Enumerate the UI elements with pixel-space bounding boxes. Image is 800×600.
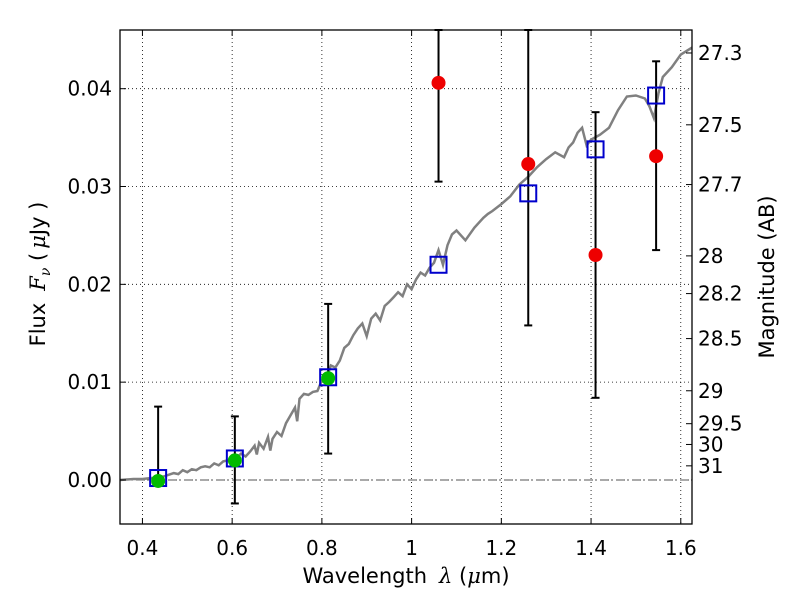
y-axis-label-text: Flux — [26, 303, 50, 347]
axis-ticks: 0.4 0.6 0.8 1 1.2 1.4 1.6 0.00 0.01 0.02 0.03 0.04 2… — [67, 30, 743, 560]
model-square-marker — [319, 368, 338, 387]
mag-tick-label: 27.7 — [698, 173, 743, 197]
red-data-point — [649, 149, 664, 164]
model-square-marker — [586, 140, 605, 159]
x-tick-label: 1.4 — [575, 536, 607, 560]
x-tick-label: 1.6 — [665, 536, 697, 560]
data-markers — [149, 75, 666, 488]
x-tick-label: 0.4 — [127, 536, 159, 560]
mag-tick-label: 29 — [698, 379, 723, 403]
red-data-point — [588, 247, 603, 262]
plot-area — [120, 30, 692, 524]
y-axis-unit-mu: μ — [26, 235, 50, 249]
x-axis-label: Wavelength λ (μm) — [302, 564, 509, 588]
svg-text:FluxFν (μJy ): Flux Fν ( μJy ) — [26, 202, 54, 347]
y-axis-unit-rest: Jy ) — [26, 202, 50, 238]
mag-tick-label: 28.2 — [698, 282, 743, 306]
x-tick-label: 1.2 — [485, 536, 517, 560]
y-axis-flux-subscript: ν — [38, 267, 54, 276]
mag-tick-label: 31 — [698, 454, 723, 478]
mag-tick-label: 28.5 — [698, 327, 743, 351]
plot-frame — [119, 29, 693, 525]
model-square-marker — [647, 86, 666, 105]
mag-tick-label: 27.5 — [698, 113, 743, 137]
x-axis-lambda-symbol: λ — [438, 564, 452, 588]
y-axis-flux-symbol: F — [26, 275, 50, 292]
template-spectrum-line — [120, 46, 692, 482]
x-tick-label: 1 — [405, 536, 418, 560]
y-tick-label: 0.02 — [67, 272, 112, 296]
x-tick-label: 0.8 — [306, 536, 338, 560]
mag-tick-label: 28 — [698, 244, 723, 268]
x-tick-label: 0.6 — [216, 536, 248, 560]
model-square-marker — [429, 255, 448, 274]
mag-tick-label: 27.3 — [698, 41, 743, 65]
y-tick-label: 0.00 — [67, 468, 112, 492]
x-axis-label-text: Wavelength — [302, 564, 427, 588]
y-tick-label: 0.04 — [67, 77, 112, 101]
y-axis-unit-open: ( — [26, 253, 50, 268]
x-axis-unit-open: ( — [452, 564, 467, 588]
green-data-point — [227, 453, 242, 468]
mag-tick-label: 29.5 — [698, 412, 743, 436]
green-data-point — [321, 371, 336, 386]
x-axis-unit-rest: m) — [481, 564, 510, 588]
mag-tick-label: 30 — [698, 432, 723, 456]
x-axis-unit-mu: μ — [467, 564, 481, 588]
y2-axis-label: Magnitude (AB) — [755, 195, 779, 358]
y-axis-label: Flux Fν ( μJy ) — [26, 202, 54, 347]
y-tick-label: 0.03 — [67, 175, 112, 199]
green-data-point — [151, 473, 166, 488]
red-data-point — [431, 75, 446, 90]
model-square-marker — [519, 184, 538, 203]
red-data-point — [521, 157, 536, 172]
y-tick-label: 0.01 — [67, 370, 112, 394]
